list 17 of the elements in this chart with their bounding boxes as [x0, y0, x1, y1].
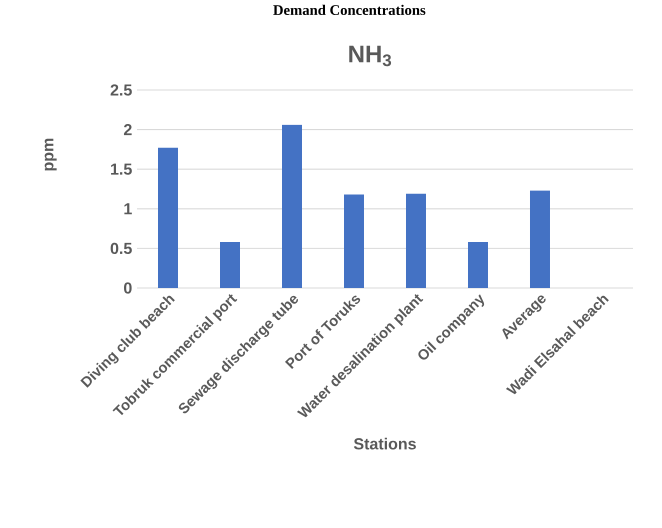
y-tick-label: 2.5: [110, 84, 132, 96]
y-tick-label: 1.5: [111, 164, 132, 175]
chart-title: NH$_{3}$: [349, 46, 392, 66]
bar: [530, 190, 550, 288]
y-axis-title: ppm: [44, 138, 57, 170]
bar: [220, 242, 240, 288]
bar: [468, 242, 488, 288]
y-tick-label: 1: [124, 203, 132, 214]
text: Demand Concentrations: [273, 4, 426, 16]
bar: [406, 194, 426, 288]
y-tick-label: 0: [124, 282, 132, 294]
bar: [344, 194, 364, 288]
bar: [158, 148, 178, 288]
x-axis-title: Stations: [354, 438, 416, 450]
y-tick-label: 0.5: [110, 242, 132, 254]
bar: [282, 124, 302, 288]
y-tick-label: 2: [124, 124, 132, 136]
